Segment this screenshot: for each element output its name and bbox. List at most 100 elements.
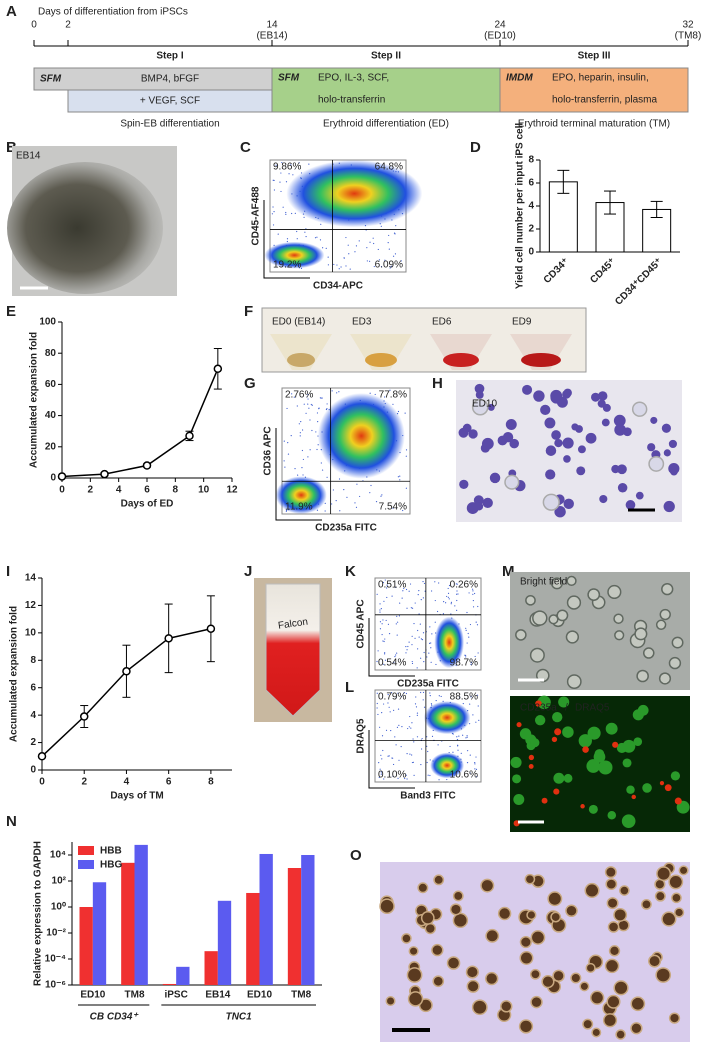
axis-arrow	[263, 200, 310, 279]
scatter-dot	[292, 174, 294, 176]
scatter-dot	[450, 601, 453, 603]
cell	[601, 418, 610, 427]
scatter-dot	[398, 759, 400, 761]
cell	[607, 584, 622, 600]
scatter-dot	[411, 660, 413, 663]
panel-letter: O	[350, 847, 362, 864]
scatter-dot	[456, 593, 458, 595]
scatter-dot	[426, 656, 428, 658]
cell	[642, 647, 655, 659]
scatter-dot	[354, 251, 356, 253]
cell	[655, 619, 667, 630]
cell	[474, 383, 485, 394]
y-tick-label: 0	[30, 765, 36, 776]
axis-label: Band3 FITC	[400, 791, 456, 802]
cell	[468, 429, 478, 439]
bar	[79, 907, 93, 985]
scatter-dot	[406, 649, 408, 651]
scatter-dot	[380, 754, 382, 756]
cell	[671, 636, 684, 649]
scatter-dot	[296, 405, 298, 407]
scatter-dot	[338, 268, 340, 270]
cell	[580, 804, 585, 809]
y-tick-label: 0	[528, 247, 534, 258]
scatter-dot	[476, 694, 479, 696]
cell	[519, 728, 532, 740]
tube	[510, 334, 572, 370]
scatter-dot	[405, 455, 407, 457]
cell	[650, 416, 658, 424]
point	[100, 469, 109, 479]
point	[142, 461, 152, 470]
scatter-dot	[413, 741, 415, 743]
stage-caption: Erythroid terminal maturation (TM)	[518, 119, 670, 130]
cell	[534, 715, 546, 726]
scatter-dot	[379, 768, 381, 770]
cell	[654, 890, 666, 902]
cell	[530, 738, 540, 748]
cell	[554, 438, 563, 448]
cell	[480, 443, 490, 453]
scatter-dot	[472, 714, 474, 716]
scatter-dot	[286, 238, 289, 240]
scatter-dot	[464, 654, 466, 656]
scatter-dot	[474, 592, 476, 595]
image-label: ED9	[512, 317, 532, 328]
timeline-tick-label: 0	[31, 20, 37, 31]
step-label: Step I	[156, 51, 183, 62]
scatter-dot	[447, 587, 449, 590]
image-label: Falcon	[277, 617, 308, 632]
scatter-dot	[407, 645, 409, 648]
panel-letter: N	[6, 813, 17, 830]
cell	[474, 502, 484, 511]
y-tick-label: 4	[30, 710, 36, 721]
y-tick-label: 2	[30, 737, 36, 748]
scatter-dot	[435, 699, 437, 702]
axis-label: CD45-AF488	[251, 186, 262, 245]
y-tick-label: 100	[39, 317, 56, 328]
pellet	[521, 353, 561, 367]
panel-letter: A	[6, 3, 17, 20]
scatter-dot	[336, 264, 338, 266]
x-axis-label: Days of TM	[110, 791, 163, 802]
cell	[485, 971, 499, 986]
scatter-dot	[476, 624, 479, 626]
cell	[602, 403, 611, 412]
density	[434, 616, 465, 669]
scatter-dot	[420, 691, 422, 694]
scatter-dot	[391, 595, 393, 597]
cell	[522, 384, 533, 395]
scatter-dot	[283, 460, 285, 462]
stage-factors: EPO, IL-3, SCF,	[318, 73, 389, 84]
cell	[471, 398, 489, 416]
scatter-dot	[284, 466, 286, 468]
x-tick-label: TM8	[291, 990, 311, 1001]
cell	[633, 737, 643, 746]
scatter-dot	[472, 593, 474, 595]
scatter-dot	[424, 590, 426, 592]
axis-arrow	[368, 730, 415, 789]
scatter-dot	[318, 407, 320, 409]
scatter-dot	[369, 492, 371, 494]
cell	[641, 899, 652, 910]
scatter-dot	[475, 721, 477, 723]
scatter-dot	[302, 458, 304, 461]
scatter-dot	[381, 712, 383, 714]
cell	[659, 608, 671, 621]
point	[122, 667, 131, 676]
scatter-dot	[381, 633, 383, 636]
scatter-dot	[394, 233, 396, 235]
scatter-dot	[347, 244, 349, 246]
cell	[658, 672, 672, 685]
scatter-dot	[420, 763, 422, 766]
cell	[636, 669, 649, 683]
scatter-dot	[287, 442, 289, 444]
cell	[513, 793, 525, 805]
scatter-dot	[394, 586, 397, 588]
scatter-dot	[332, 489, 335, 491]
cell	[588, 804, 598, 814]
cell	[526, 909, 537, 921]
cell	[556, 609, 569, 622]
scatter-dot	[466, 762, 469, 764]
cell	[502, 431, 514, 443]
